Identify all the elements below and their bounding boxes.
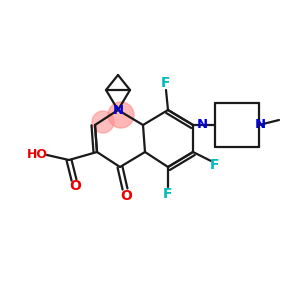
Text: F: F — [161, 76, 171, 90]
Text: O: O — [69, 179, 81, 193]
Text: N: N — [112, 103, 124, 116]
Text: F: F — [210, 158, 220, 172]
Text: F: F — [163, 187, 173, 201]
Circle shape — [108, 102, 134, 128]
Circle shape — [92, 111, 114, 133]
Text: O: O — [120, 189, 132, 203]
Text: HO: HO — [26, 148, 47, 160]
Text: N: N — [254, 118, 266, 130]
Text: N: N — [196, 118, 208, 130]
